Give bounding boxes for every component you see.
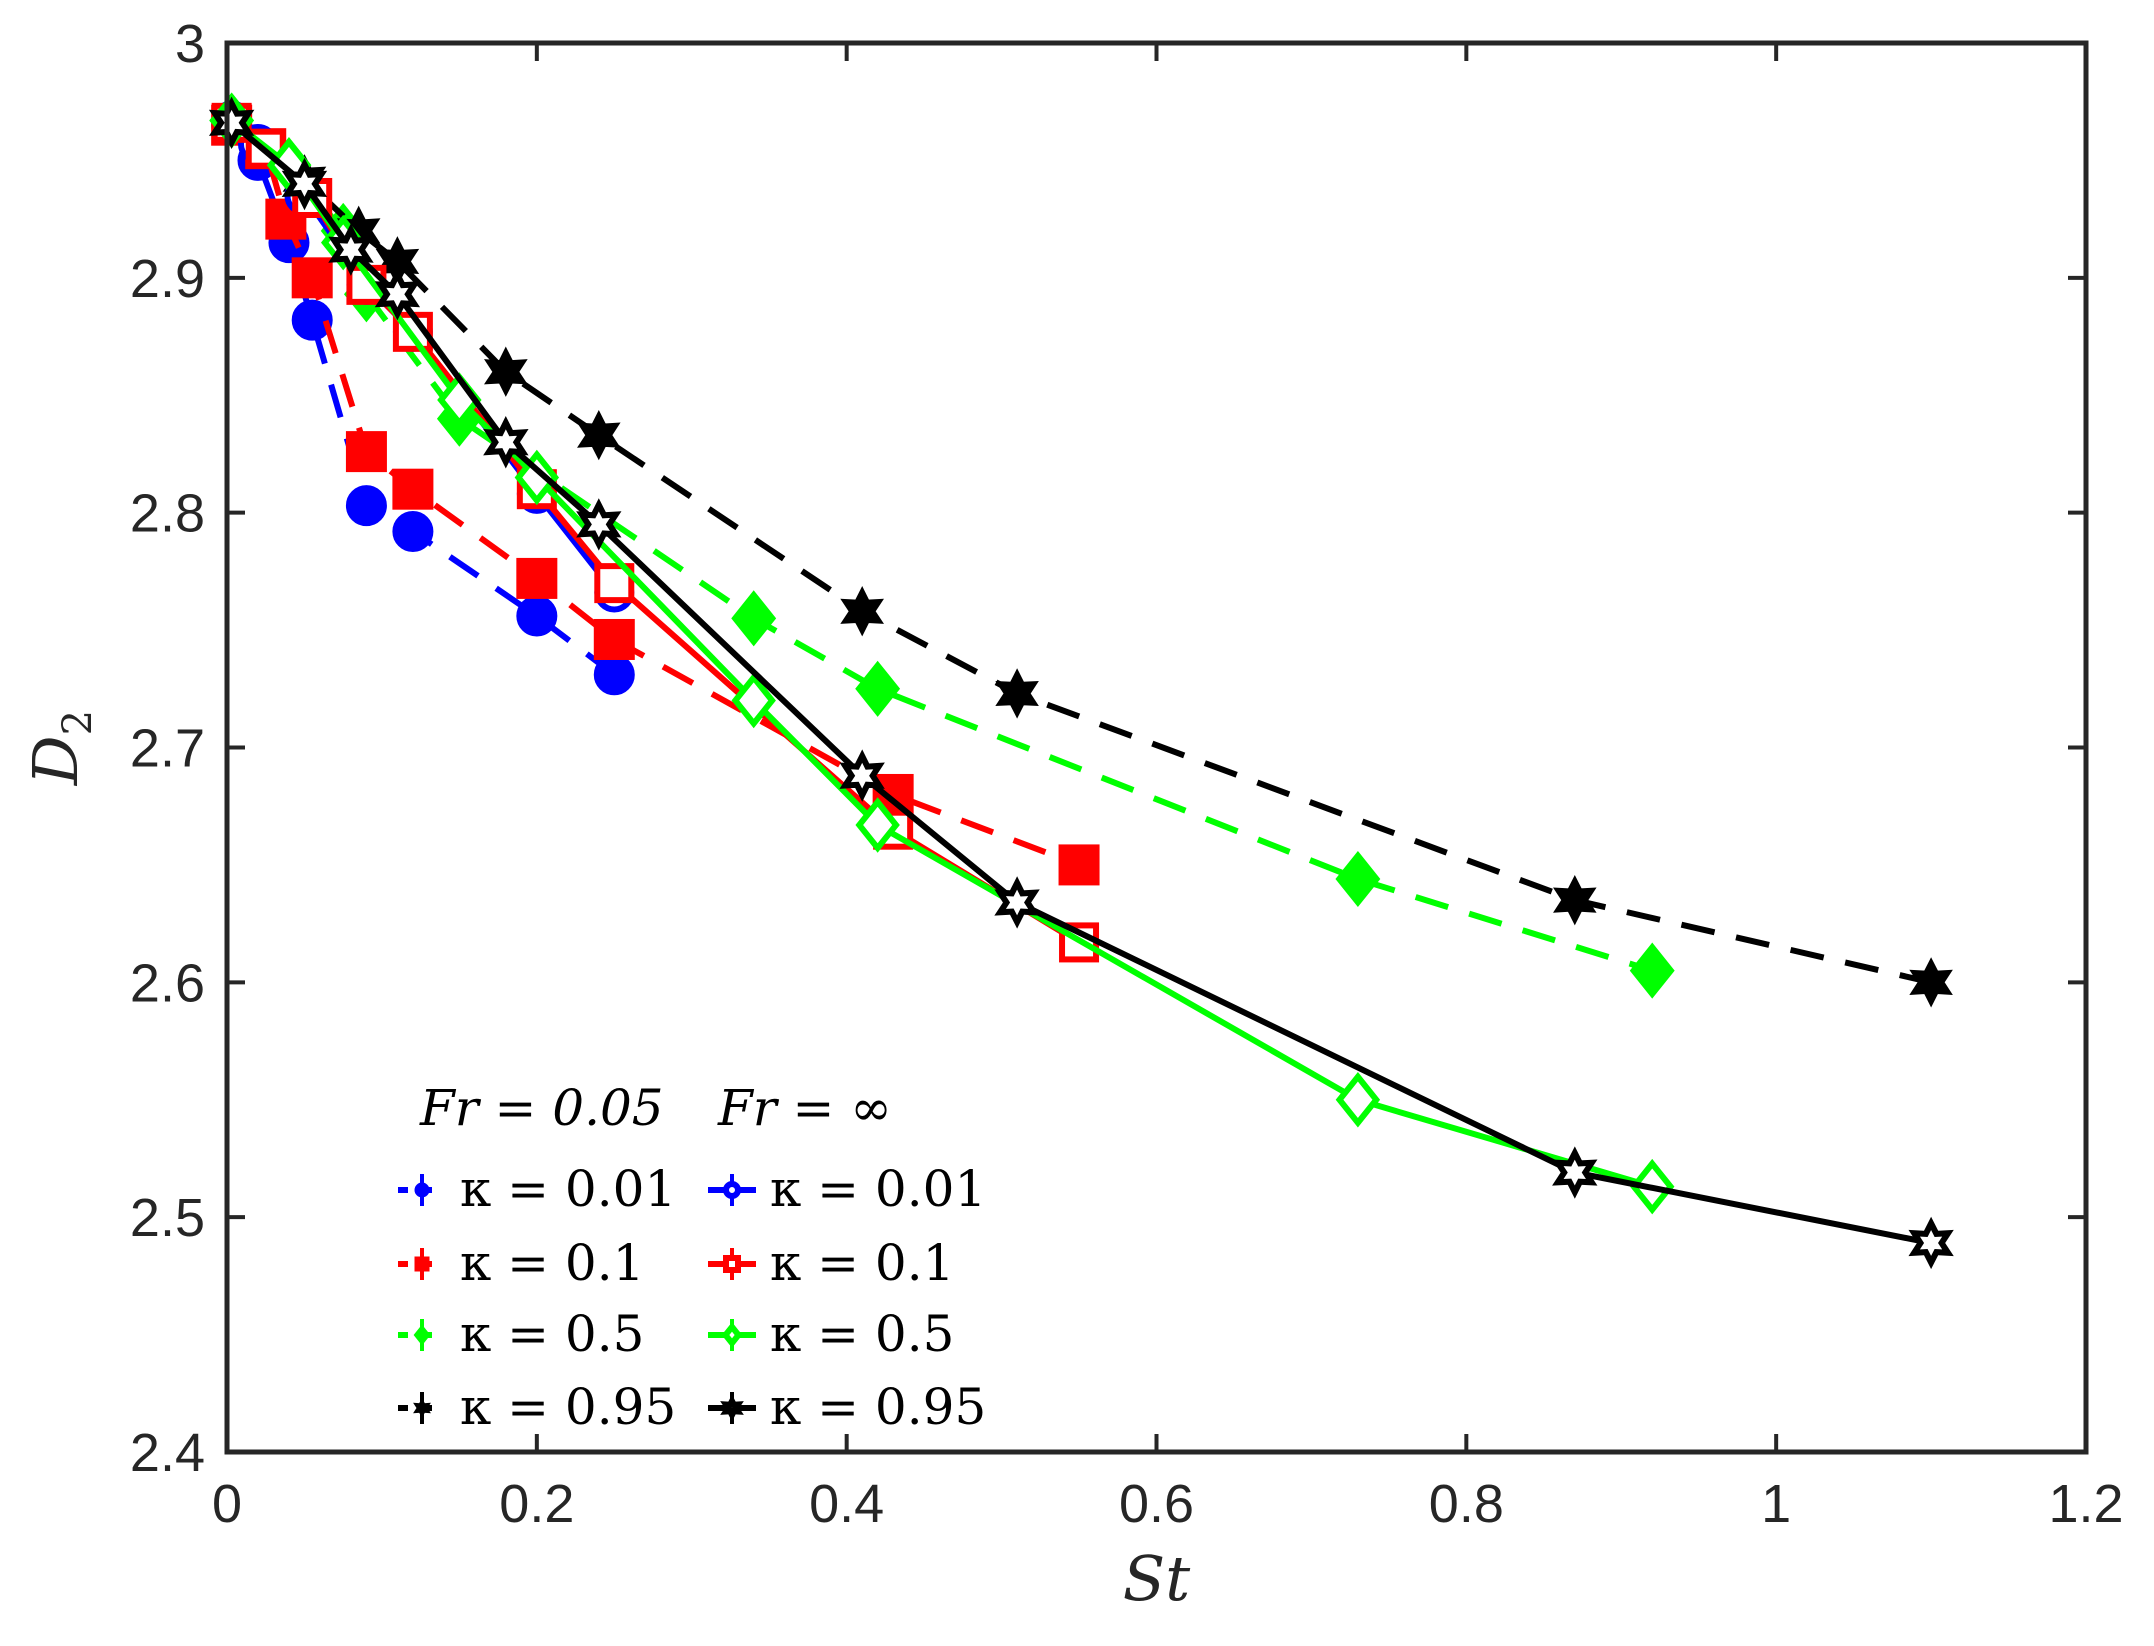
legend-entry: κ = 0.01 — [398, 1160, 676, 1218]
data-point — [484, 346, 528, 397]
legend: Fr = 0.05 Fr = ∞ κ = 0.01 κ = 0.01 κ = 0.1 κ … — [398, 1079, 986, 1436]
y-tick-label: 2.9 — [130, 249, 205, 309]
x-tick-label: 1.2 — [2048, 1474, 2123, 1534]
legend-entry: κ = 0.5 — [398, 1305, 644, 1363]
data-point — [577, 409, 621, 461]
data-point — [392, 510, 434, 552]
data-point — [731, 590, 777, 647]
legend-label: κ = 0.1 — [460, 1234, 644, 1292]
legend-label: κ = 0.1 — [770, 1234, 954, 1292]
legend-header-frinf: Fr = ∞ — [717, 1079, 892, 1137]
y-tick-label: 3 — [175, 14, 205, 74]
x-axis: 0 0.2 0.4 0.6 0.8 1 1.2 — [212, 43, 2124, 1534]
data-point — [514, 449, 560, 506]
data-point — [392, 468, 434, 510]
x-tick-label: 0.4 — [809, 1474, 884, 1534]
data-point — [291, 299, 333, 341]
data-point — [995, 668, 1039, 719]
legend-label: κ = 0.01 — [770, 1160, 986, 1218]
legend-marker — [720, 1394, 744, 1422]
legend-entry: κ = 0.95 — [708, 1378, 986, 1436]
y-tick-label: 2.8 — [130, 484, 205, 544]
legend-label: κ = 0.5 — [460, 1305, 644, 1363]
data-point — [516, 595, 558, 637]
data-point — [839, 749, 885, 802]
legend-header-fr005: Fr = 0.05 — [419, 1079, 664, 1137]
series-7 — [208, 96, 1954, 1270]
data-point — [855, 797, 900, 853]
x-tick-label: 0.2 — [499, 1474, 574, 1534]
series-line — [229, 118, 1654, 1190]
x-axis-label: St — [1123, 1542, 1190, 1615]
y-tick-label: 2.4 — [130, 1423, 205, 1483]
data-point — [1552, 1146, 1598, 1199]
legend-entry: κ = 0.5 — [708, 1305, 954, 1363]
data-point — [593, 654, 635, 696]
legend-entry: κ = 0.1 — [398, 1234, 644, 1292]
legend-label: κ = 0.5 — [770, 1305, 954, 1363]
legend-marker — [414, 1256, 430, 1272]
data-point — [994, 876, 1040, 929]
data-point — [1629, 942, 1675, 999]
data-point — [483, 416, 529, 469]
data-point — [374, 268, 421, 321]
x-tick-label: 0 — [212, 1474, 242, 1534]
data-point — [1058, 844, 1100, 886]
y-tick-label: 2.6 — [130, 953, 205, 1013]
x-tick-label: 0.6 — [1119, 1474, 1194, 1534]
legend-entry: κ = 0.95 — [398, 1378, 676, 1436]
legend-entry: κ = 0.01 — [708, 1160, 986, 1218]
legend-marker — [723, 1181, 741, 1199]
legend-marker — [723, 1255, 741, 1273]
data-point — [345, 431, 387, 473]
y-axis: 2.4 2.5 2.6 2.7 2.8 2.9 3 — [130, 14, 2086, 1483]
data-point — [576, 498, 622, 551]
legend-marker — [721, 1322, 743, 1348]
legend-marker — [414, 1182, 430, 1198]
y-tick-label: 2.5 — [130, 1188, 205, 1248]
legend-marker — [413, 1324, 431, 1346]
data-point — [1335, 850, 1381, 908]
series-6 — [209, 92, 1675, 1215]
data-point — [840, 586, 884, 637]
legend-label: κ = 0.95 — [770, 1378, 986, 1436]
data-point — [1909, 957, 1953, 1008]
y-axis-label: D2 — [19, 710, 101, 786]
data-point — [1553, 874, 1597, 926]
data-point — [208, 96, 255, 150]
series-layer — [208, 92, 1954, 1270]
data-point — [281, 157, 328, 211]
data-point — [593, 618, 635, 660]
legend-label: κ = 0.95 — [460, 1378, 676, 1436]
data-point — [328, 223, 374, 276]
y-axis-label-main: D — [19, 735, 92, 786]
data-point — [516, 557, 558, 599]
y-axis-label-sub: 2 — [55, 710, 101, 735]
data-point — [731, 672, 776, 729]
legend-marker — [413, 1397, 431, 1419]
x-tick-label: 1 — [1761, 1474, 1791, 1534]
x-tick-label: 0.8 — [1429, 1474, 1504, 1534]
data-point — [1335, 1071, 1381, 1128]
data-point — [855, 660, 901, 717]
data-point — [291, 257, 333, 299]
legend-label: κ = 0.01 — [460, 1160, 676, 1218]
series-line — [229, 122, 1081, 868]
series-line — [229, 120, 1932, 1246]
data-point — [1908, 1216, 1954, 1270]
data-point — [345, 485, 387, 527]
legend-entry: κ = 0.1 — [708, 1234, 954, 1292]
y-tick-label: 2.7 — [130, 719, 205, 779]
